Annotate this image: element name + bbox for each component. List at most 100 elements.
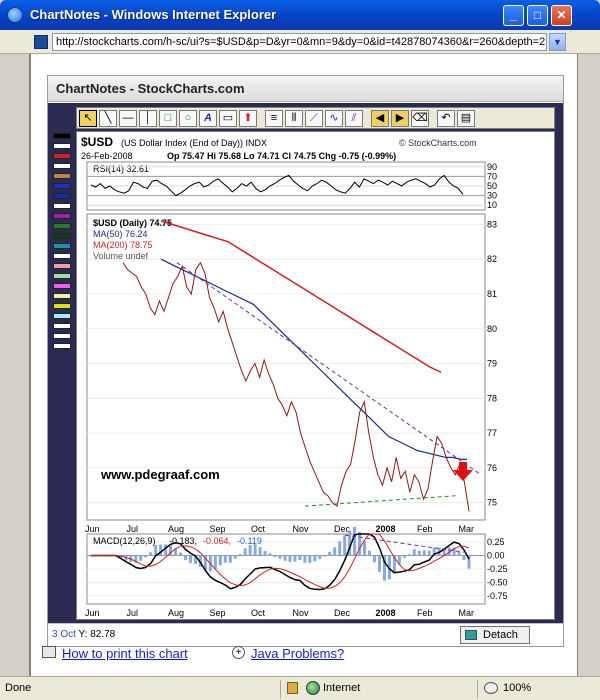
color-swatch[interactable] xyxy=(53,293,71,299)
rsi-label: RSI(14) 32.61 xyxy=(93,164,149,174)
internet-zone-icon xyxy=(306,681,320,695)
color-swatch[interactable] xyxy=(53,223,71,229)
pointer-tool[interactable]: ↖ xyxy=(79,110,97,127)
macd-histogram-bar xyxy=(392,555,396,574)
month-label: Dec xyxy=(334,608,351,618)
color-swatch[interactable] xyxy=(53,323,71,329)
color-swatch[interactable] xyxy=(53,283,71,289)
color-swatch[interactable] xyxy=(53,243,71,249)
macd-histogram-bar xyxy=(184,555,187,560)
line-tool[interactable]: ╲ xyxy=(99,110,117,127)
macd-histogram-bar xyxy=(328,551,332,556)
macd-histogram-bar xyxy=(228,555,232,563)
color-swatch[interactable] xyxy=(53,183,71,189)
price-chart[interactable]: $USD (US Dollar Index (End of Day)) INDX ©… xyxy=(76,131,555,620)
month-label: Oct xyxy=(251,608,266,618)
address-dropdown-button[interactable]: ▼ xyxy=(549,33,566,51)
macd-histogram-bar xyxy=(303,555,307,563)
lock-icon xyxy=(287,682,298,694)
macd-histogram-bar xyxy=(154,544,158,556)
detach-button[interactable]: Detach xyxy=(460,626,530,644)
macd-histogram-bar xyxy=(139,555,143,561)
color-swatch[interactable] xyxy=(53,273,71,279)
macd-tick-label: -0.50 xyxy=(487,577,508,587)
month-label: Jul xyxy=(127,608,139,618)
month-label: Jul xyxy=(127,524,139,534)
rect-tool[interactable]: □ xyxy=(159,110,177,127)
macd-histogram-bar xyxy=(462,555,466,561)
vlines-tool[interactable]: ⦀ xyxy=(285,110,303,127)
color-swatch[interactable] xyxy=(53,263,71,269)
ellipse-tool[interactable]: ○ xyxy=(179,110,197,127)
color-swatch[interactable] xyxy=(53,343,71,349)
down-arrow-annotation xyxy=(453,462,473,481)
settings-tool[interactable]: ▤ xyxy=(457,110,475,127)
detach-label: Detach xyxy=(483,629,518,641)
ma200-line xyxy=(160,220,442,373)
macd-histogram-bar xyxy=(363,540,367,556)
macd-histogram-bar xyxy=(273,555,277,558)
java-problems-link[interactable]: Java Problems? xyxy=(251,646,345,661)
color-swatch[interactable] xyxy=(53,143,71,149)
rsi-tick-label: 90 xyxy=(487,162,497,172)
color-swatch[interactable] xyxy=(53,303,71,309)
color-swatch[interactable] xyxy=(53,333,71,339)
month-label: Jun xyxy=(85,608,100,618)
forward-button[interactable]: ▶ xyxy=(391,110,409,127)
macd-histogram-bar xyxy=(407,554,411,556)
macd-histogram-bar xyxy=(432,547,436,556)
month-label: Aug xyxy=(168,608,184,618)
back-button[interactable]: ◀ xyxy=(371,110,389,127)
color-swatch[interactable] xyxy=(53,133,71,139)
hlines-tool[interactable]: ≡ xyxy=(265,110,283,127)
macd-histogram-bar xyxy=(233,555,237,559)
maximize-button[interactable]: □ xyxy=(527,5,548,26)
color-swatch[interactable] xyxy=(53,213,71,219)
macd-hist-value: -0.119 xyxy=(237,536,262,546)
macd-tick-label: -0.75 xyxy=(487,591,508,601)
macd-histogram-bar xyxy=(353,526,357,556)
arrow-tool[interactable]: ⬆ xyxy=(239,110,257,127)
status-separator xyxy=(280,680,281,698)
color-swatch[interactable] xyxy=(53,203,71,209)
color-swatch[interactable] xyxy=(53,253,71,259)
chartnotes-app: ChartNotes - StockCharts.com ↖ ╲ — │ □ ○… xyxy=(47,75,564,647)
vline-tool[interactable]: │ xyxy=(139,110,157,127)
ma50-line xyxy=(160,258,468,461)
macd-histogram-bar xyxy=(293,555,297,562)
color-swatch[interactable] xyxy=(53,193,71,199)
printer-icon xyxy=(42,646,56,658)
color-swatch[interactable] xyxy=(53,313,71,319)
color-swatch[interactable] xyxy=(53,153,71,159)
color-swatch[interactable] xyxy=(53,233,71,239)
minimize-button[interactable]: _ xyxy=(503,5,524,26)
zoom-icon[interactable] xyxy=(484,682,498,694)
erase-tool[interactable]: ⌫ xyxy=(411,110,429,127)
macd-signal-value: -0.064, xyxy=(203,536,231,546)
print-chart-link[interactable]: How to print this chart xyxy=(62,646,188,661)
macd-histogram-bar xyxy=(174,548,178,556)
fan-tool[interactable]: ⟋ xyxy=(305,110,323,127)
price-tick-label: 78 xyxy=(487,393,497,403)
color-swatch[interactable] xyxy=(53,173,71,179)
undo-button[interactable]: ↶ xyxy=(437,110,455,127)
channel-tool[interactable]: ⫽ xyxy=(345,110,363,127)
chart-date: 26-Feb-2008 xyxy=(81,151,133,161)
macd-histogram-bar xyxy=(343,535,347,556)
macd-value: -0.183, xyxy=(169,536,197,546)
color-swatch[interactable] xyxy=(53,163,71,169)
callout-tool[interactable]: ▭ xyxy=(219,110,237,127)
text-tool[interactable]: A xyxy=(199,110,217,127)
macd-histogram-bar xyxy=(203,555,207,571)
price-panel xyxy=(86,213,486,521)
hline-tool[interactable]: — xyxy=(119,110,137,127)
macd-histogram-bar xyxy=(243,548,247,556)
macd-histogram-bar xyxy=(377,555,381,572)
legend-ma50: MA(50) 76.24 xyxy=(93,229,148,239)
rsi-tick-label: 50 xyxy=(487,181,497,191)
wave-tool[interactable]: ∿ xyxy=(325,110,343,127)
address-input[interactable]: http://stockcharts.com/h-sc/ui?s=$USD&p=… xyxy=(52,33,547,51)
zoom-level[interactable]: 100% xyxy=(503,682,532,694)
close-button[interactable]: ✕ xyxy=(551,5,572,26)
app-footer: 3 Oct Y: 82.78 Detach xyxy=(48,623,563,646)
